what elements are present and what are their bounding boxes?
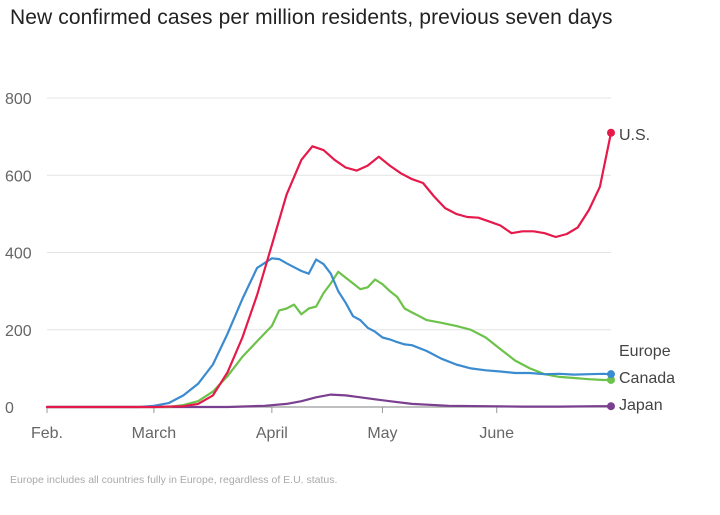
y-tick-label: 200 <box>5 323 32 340</box>
line-chart: 0 200 400 600 800 Feb. March April May June Japa… <box>5 91 675 442</box>
series-line-canada <box>45 270 613 409</box>
y-tick-label: 400 <box>5 246 32 263</box>
series-line-us <box>45 131 613 409</box>
y-axis-tick-labels: 0 200 400 600 800 <box>5 91 32 417</box>
series-end-dot-japan <box>607 402 615 411</box>
chart-footnote: Europe includes all countries fully in E… <box>10 474 338 486</box>
y-tick-label: 800 <box>5 91 32 108</box>
x-tick-label: Feb. <box>31 425 63 442</box>
y-tick-label: 600 <box>5 168 32 185</box>
series-end-labels: Japan Canada Europe U.S. <box>619 127 675 414</box>
series-end-dot-us <box>607 128 615 137</box>
series-line-japan <box>45 393 613 409</box>
series-layer <box>45 128 615 411</box>
series-end-dot-europe <box>607 370 615 379</box>
x-tick-label: April <box>256 425 288 442</box>
x-tick-label: March <box>132 425 176 442</box>
series-end-dot-canada <box>607 375 615 384</box>
x-tick-label: May <box>367 425 397 442</box>
series-label-canada: Canada <box>619 370 675 387</box>
series-line-europe <box>45 257 613 409</box>
series-label-europe: Europe <box>619 343 671 360</box>
y-tick-label: 0 <box>5 400 14 417</box>
x-tick-label: June <box>479 425 514 442</box>
x-axis-tick-labels: Feb. March April May June <box>31 407 514 442</box>
grid-layer <box>47 97 611 408</box>
series-label-japan: Japan <box>619 397 663 414</box>
series-label-us: U.S. <box>619 127 650 144</box>
chart-title: New confirmed cases per million resident… <box>10 6 613 29</box>
